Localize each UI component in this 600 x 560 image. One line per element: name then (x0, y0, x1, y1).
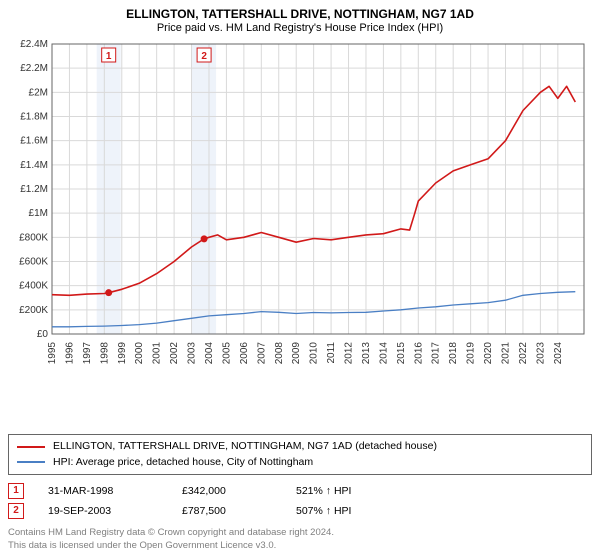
line-chart: £0 £200K £400K £600K £800K £1M £1.2M £1.4M £1.6M… (8, 38, 592, 368)
svg-text:1998: 1998 (99, 342, 110, 365)
legend-row: HPI: Average price, detached house, City… (17, 455, 583, 471)
svg-text:2013: 2013 (361, 342, 372, 365)
marker-id-box: 1 (8, 483, 24, 499)
svg-text:2000: 2000 (134, 342, 145, 365)
svg-text:£0: £0 (37, 329, 49, 340)
marker-table: 1 31-MAR-1998 £342,000 521% ↑ HPI 2 19-SEP-20… (8, 481, 592, 521)
chart-title: ELLINGTON, TATTERSHALL DRIVE, NOTTINGHAM… (8, 6, 592, 22)
svg-text:2021: 2021 (501, 342, 512, 365)
svg-text:2016: 2016 (413, 342, 424, 365)
svg-text:1: 1 (106, 51, 112, 62)
svg-text:£1.4M: £1.4M (20, 160, 48, 171)
svg-text:£1.8M: £1.8M (20, 112, 48, 123)
svg-text:2019: 2019 (466, 342, 477, 365)
svg-text:£200K: £200K (19, 305, 48, 316)
svg-text:£2.4M: £2.4M (20, 39, 48, 50)
marker-price: £787,500 (182, 505, 272, 517)
svg-text:2022: 2022 (518, 342, 529, 365)
legend-label: ELLINGTON, TATTERSHALL DRIVE, NOTTINGHAM… (53, 439, 437, 455)
svg-text:1999: 1999 (117, 342, 128, 365)
svg-text:£1.2M: £1.2M (20, 184, 48, 195)
svg-text:2020: 2020 (483, 342, 494, 365)
footer-line-2: This data is licensed under the Open Gov… (8, 540, 592, 552)
legend: ELLINGTON, TATTERSHALL DRIVE, NOTTINGHAM… (8, 434, 592, 476)
legend-label: HPI: Average price, detached house, City… (53, 455, 313, 471)
marker-id-box: 2 (8, 503, 24, 519)
marker-table-row: 1 31-MAR-1998 £342,000 521% ↑ HPI (8, 481, 592, 501)
svg-text:2004: 2004 (204, 342, 215, 365)
svg-text:2010: 2010 (309, 342, 320, 365)
svg-text:2024: 2024 (553, 342, 564, 365)
svg-text:£800K: £800K (19, 233, 48, 244)
svg-text:£1M: £1M (29, 208, 48, 219)
chart-subtitle: Price paid vs. HM Land Registry's House … (8, 22, 592, 34)
svg-text:2007: 2007 (256, 342, 267, 365)
svg-text:£400K: £400K (19, 281, 48, 292)
svg-text:2: 2 (201, 51, 207, 62)
marker-table-row: 2 19-SEP-2003 £787,500 507% ↑ HPI (8, 501, 592, 521)
svg-text:2014: 2014 (378, 342, 389, 365)
svg-text:2009: 2009 (291, 342, 302, 365)
marker-hpi: 507% ↑ HPI (296, 505, 592, 517)
svg-text:2006: 2006 (239, 342, 250, 365)
svg-text:1995: 1995 (47, 342, 58, 365)
svg-text:2018: 2018 (448, 342, 459, 365)
marker-date: 19-SEP-2003 (48, 505, 158, 517)
svg-text:2003: 2003 (187, 342, 198, 365)
svg-text:2023: 2023 (535, 342, 546, 365)
chart-area: £0 £200K £400K £600K £800K £1M £1.2M £1.4M £1.6M… (8, 38, 592, 430)
svg-text:2001: 2001 (152, 342, 163, 365)
legend-swatch (17, 461, 45, 463)
svg-text:2002: 2002 (169, 342, 180, 365)
marker-hpi: 521% ↑ HPI (296, 485, 592, 497)
svg-text:£2.2M: £2.2M (20, 63, 48, 74)
marker-price: £342,000 (182, 485, 272, 497)
svg-text:1997: 1997 (82, 342, 93, 365)
svg-text:£600K: £600K (19, 257, 48, 268)
marker-date: 31-MAR-1998 (48, 485, 158, 497)
chart-container: ELLINGTON, TATTERSHALL DRIVE, NOTTINGHAM… (0, 0, 600, 560)
svg-text:2011: 2011 (326, 342, 337, 364)
svg-text:£2M: £2M (29, 88, 48, 99)
legend-swatch (17, 446, 45, 448)
footer-attribution: Contains HM Land Registry data © Crown c… (8, 527, 592, 552)
svg-text:2005: 2005 (221, 342, 232, 365)
svg-text:1996: 1996 (64, 342, 75, 365)
svg-text:£1.6M: £1.6M (20, 136, 48, 147)
svg-text:2008: 2008 (274, 342, 285, 365)
svg-text:2017: 2017 (431, 342, 442, 365)
footer-line-1: Contains HM Land Registry data © Crown c… (8, 527, 592, 539)
svg-text:2015: 2015 (396, 342, 407, 365)
svg-text:2012: 2012 (344, 342, 355, 365)
legend-row: ELLINGTON, TATTERSHALL DRIVE, NOTTINGHAM… (17, 439, 583, 455)
